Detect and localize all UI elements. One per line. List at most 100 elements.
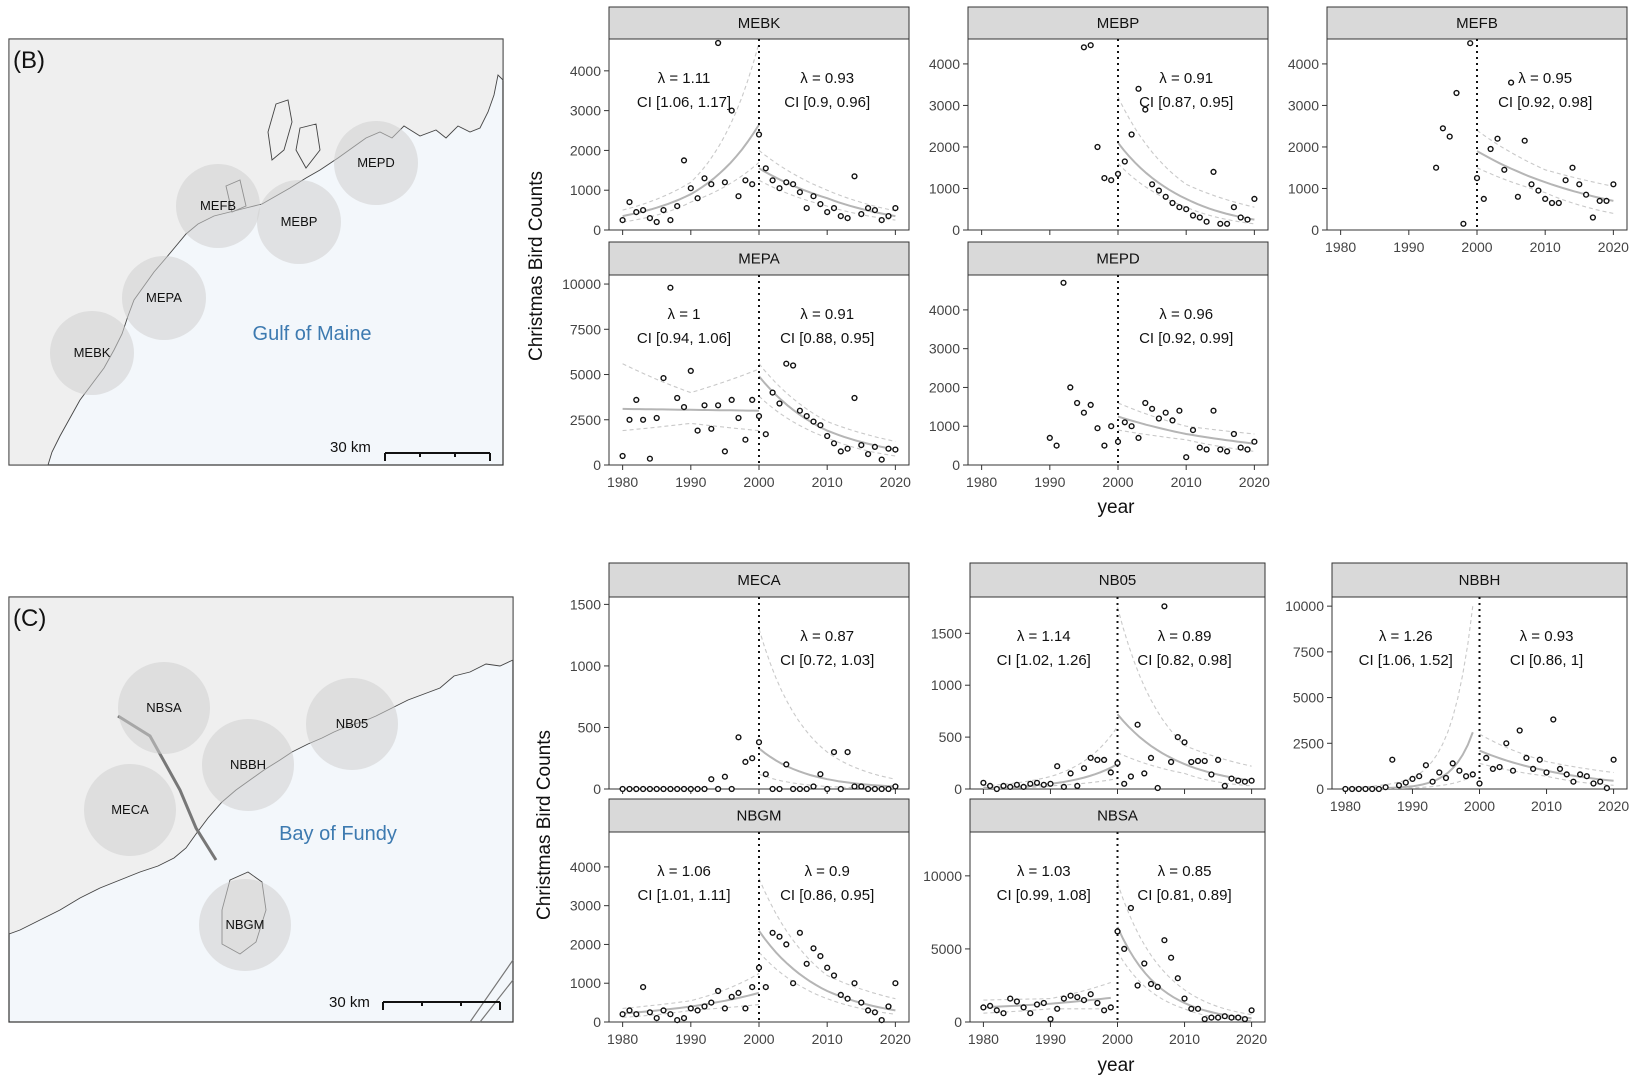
ci-upper-line <box>1116 607 1252 767</box>
data-point <box>701 785 708 793</box>
ci-lower-line <box>758 951 896 1015</box>
x-tick-label: 1980 <box>607 1031 638 1047</box>
data-point <box>824 209 831 216</box>
facet-strip <box>967 241 1269 276</box>
data-point <box>680 404 688 411</box>
x-tick-label: 2000 <box>1461 239 1492 255</box>
data-point <box>1114 928 1121 935</box>
data-point <box>1067 992 1074 999</box>
data-point <box>619 217 626 224</box>
x-tick-label: 1980 <box>607 474 638 490</box>
data-point <box>830 748 838 756</box>
map-c-scale-bar: 30 km <box>329 994 501 1011</box>
y-tick-label: 1000 <box>570 658 601 674</box>
map-b-water-label: Gulf of Maine <box>253 323 372 345</box>
data-point <box>1101 442 1108 449</box>
data-point <box>892 980 899 987</box>
facet-title: NBGM <box>737 807 782 824</box>
pre-ci-label: CI [1.01, 1.11] <box>637 887 730 904</box>
ci-lower-line <box>622 161 760 223</box>
x-tick-label: 2010 <box>1169 1031 1200 1047</box>
site-buffer <box>118 662 210 754</box>
data-point <box>1251 195 1258 203</box>
data-point <box>1217 446 1224 453</box>
data-point <box>1108 423 1115 430</box>
data-point <box>810 945 817 952</box>
data-point <box>878 1016 885 1024</box>
y-tick-label: 500 <box>578 719 602 735</box>
data-point <box>892 783 899 790</box>
y-tick-label: 3000 <box>1288 97 1319 113</box>
data-point <box>1134 982 1141 989</box>
data-point <box>776 933 783 940</box>
data-point <box>885 785 892 793</box>
data-point <box>1121 419 1128 426</box>
data-point <box>783 179 790 186</box>
data-point <box>742 436 749 443</box>
x-tick-label: 2000 <box>743 474 774 490</box>
data-point <box>1027 1010 1034 1017</box>
data-point <box>1535 187 1542 194</box>
data-point <box>986 782 994 790</box>
data-point <box>871 207 879 214</box>
facet-nb05: NB05 0 500 1000 1500 λ = 1.14 CI [1.02, 1.26] λ… <box>931 562 1266 797</box>
data-point <box>735 414 742 422</box>
data-point <box>1135 434 1142 442</box>
data-point <box>728 785 735 793</box>
plot-panel <box>608 274 910 466</box>
data-point <box>714 785 722 793</box>
y-tick-label: 0 <box>593 222 601 238</box>
data-point <box>844 748 851 756</box>
data-point <box>1228 775 1235 782</box>
data-point <box>810 418 817 425</box>
data-point <box>701 402 708 409</box>
data-point <box>626 416 633 423</box>
ci-lower-line <box>758 179 896 221</box>
y-tick-label: 4000 <box>570 63 601 79</box>
y-tick-label: 1000 <box>1288 180 1319 196</box>
data-point <box>1409 775 1416 783</box>
data-point <box>1576 181 1583 188</box>
y-tick-label: 0 <box>593 457 601 473</box>
data-point <box>646 1009 654 1016</box>
data-point <box>769 785 776 793</box>
data-point <box>701 175 708 182</box>
data-point <box>1047 1015 1054 1023</box>
site-buffer <box>202 719 294 811</box>
x-tick-label: 2000 <box>743 1031 774 1047</box>
facet-strip <box>967 6 1269 40</box>
data-point <box>667 284 674 291</box>
y-tick-label: 500 <box>939 729 963 745</box>
post-lambda-label: λ = 0.87 <box>800 628 854 645</box>
data-point <box>1046 434 1053 442</box>
data-point <box>735 193 742 200</box>
data-point <box>1217 220 1224 227</box>
data-point <box>633 396 640 404</box>
map-b-island <box>295 123 321 169</box>
data-point <box>1523 754 1530 762</box>
data-point <box>714 39 722 47</box>
data-point <box>755 131 763 138</box>
data-point <box>660 785 667 793</box>
facet-meca: MECA 0 500 1000 1500 λ = 0.87 CI [0.72, 1.03] <box>570 562 910 797</box>
data-point <box>1542 195 1549 203</box>
data-point <box>660 375 667 382</box>
data-point <box>1462 773 1470 780</box>
data-point <box>1235 777 1242 784</box>
data-point <box>1223 220 1231 227</box>
data-point <box>864 785 872 793</box>
data-point <box>1248 1007 1255 1014</box>
x-axis-title-top: year <box>1098 497 1136 518</box>
post-ci-label: CI [0.9, 0.96] <box>784 94 870 111</box>
data-point <box>1127 773 1135 780</box>
data-point <box>871 785 879 793</box>
data-point <box>1183 454 1190 461</box>
data-point <box>1087 754 1094 762</box>
data-point <box>626 785 633 793</box>
data-point <box>721 179 729 186</box>
data-point <box>1189 212 1197 219</box>
data-point <box>1060 783 1068 791</box>
data-point <box>864 451 872 458</box>
data-point <box>1241 778 1249 785</box>
data-point <box>824 785 831 793</box>
